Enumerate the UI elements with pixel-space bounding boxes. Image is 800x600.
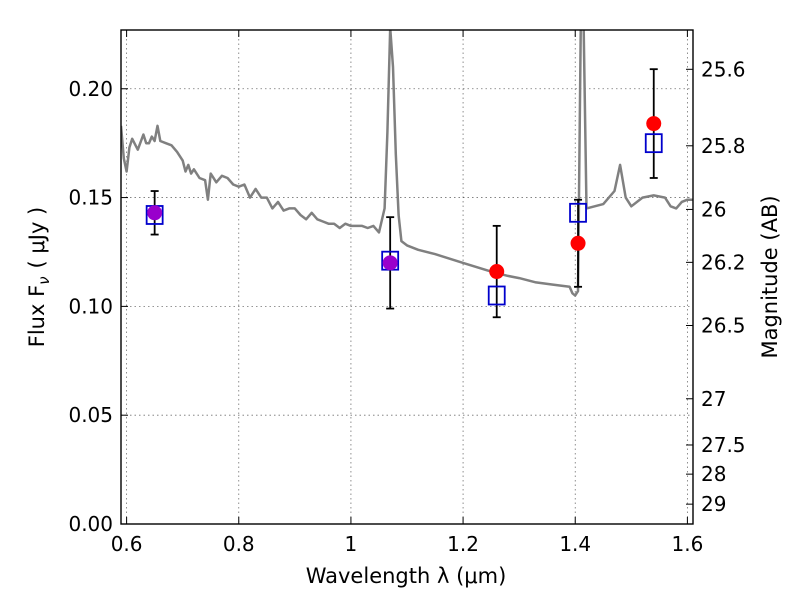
y-tick-label: 0.05: [68, 403, 113, 427]
mag-tick-label: 29: [701, 492, 726, 516]
observed-point: [382, 255, 398, 271]
model-point: [487, 285, 506, 306]
mag-tick-label: 26.2: [701, 250, 746, 274]
axis-ticks: 0.6 0.8 1 1.2 1.4 1.6 0.00 0.05 0.10 0.15 0.20 25.6…: [68, 30, 746, 556]
y-tick-label: 0.00: [68, 512, 113, 536]
observed-points: [147, 116, 662, 280]
x-tick-label: 0.6: [111, 532, 143, 556]
x-tick-label: 1.2: [447, 532, 479, 556]
observed-point: [646, 116, 662, 132]
model-points: [145, 133, 663, 306]
plot-frame: [120, 29, 694, 525]
x-tick-label: 0.8: [223, 532, 255, 556]
observed-point: [570, 235, 586, 251]
model-point: [569, 202, 587, 223]
x-axis-title: Wavelength λ (μm): [306, 564, 507, 588]
y-axis-title-subscript: ν: [35, 276, 53, 284]
y-axis-title-unit: ( μJy ): [25, 207, 49, 269]
y-axis-title-main: Flux F: [25, 285, 49, 347]
y2-axis-title: Magnitude (AB): [758, 195, 782, 358]
observed-point: [147, 205, 163, 221]
grid-lines: [121, 30, 693, 525]
x-tick-label: 1.6: [671, 532, 703, 556]
mag-tick-label: 26: [701, 197, 726, 221]
y-tick-label: 0.15: [68, 186, 113, 210]
spectrum-series: [121, 30, 693, 297]
spectrum-line: [121, 30, 693, 297]
y-axis-title: Flux Fν ( μJy ): [25, 207, 53, 348]
x-tick-label: 1: [345, 532, 358, 556]
x-tick-label: 1.4: [559, 532, 591, 556]
mag-tick-label: 25.8: [701, 134, 746, 158]
observed-point: [489, 264, 505, 280]
model-point: [644, 133, 663, 154]
mag-tick-label: 27: [701, 387, 726, 411]
y-tick-label: 0.20: [68, 77, 113, 101]
mag-tick-label: 25.6: [701, 57, 746, 81]
mag-tick-label: 27.5: [701, 433, 746, 457]
mag-tick-label: 26.5: [701, 314, 746, 338]
y-tick-label: 0.10: [68, 294, 113, 318]
mag-tick-label: 28: [701, 462, 726, 486]
error-bars: [150, 68, 658, 319]
